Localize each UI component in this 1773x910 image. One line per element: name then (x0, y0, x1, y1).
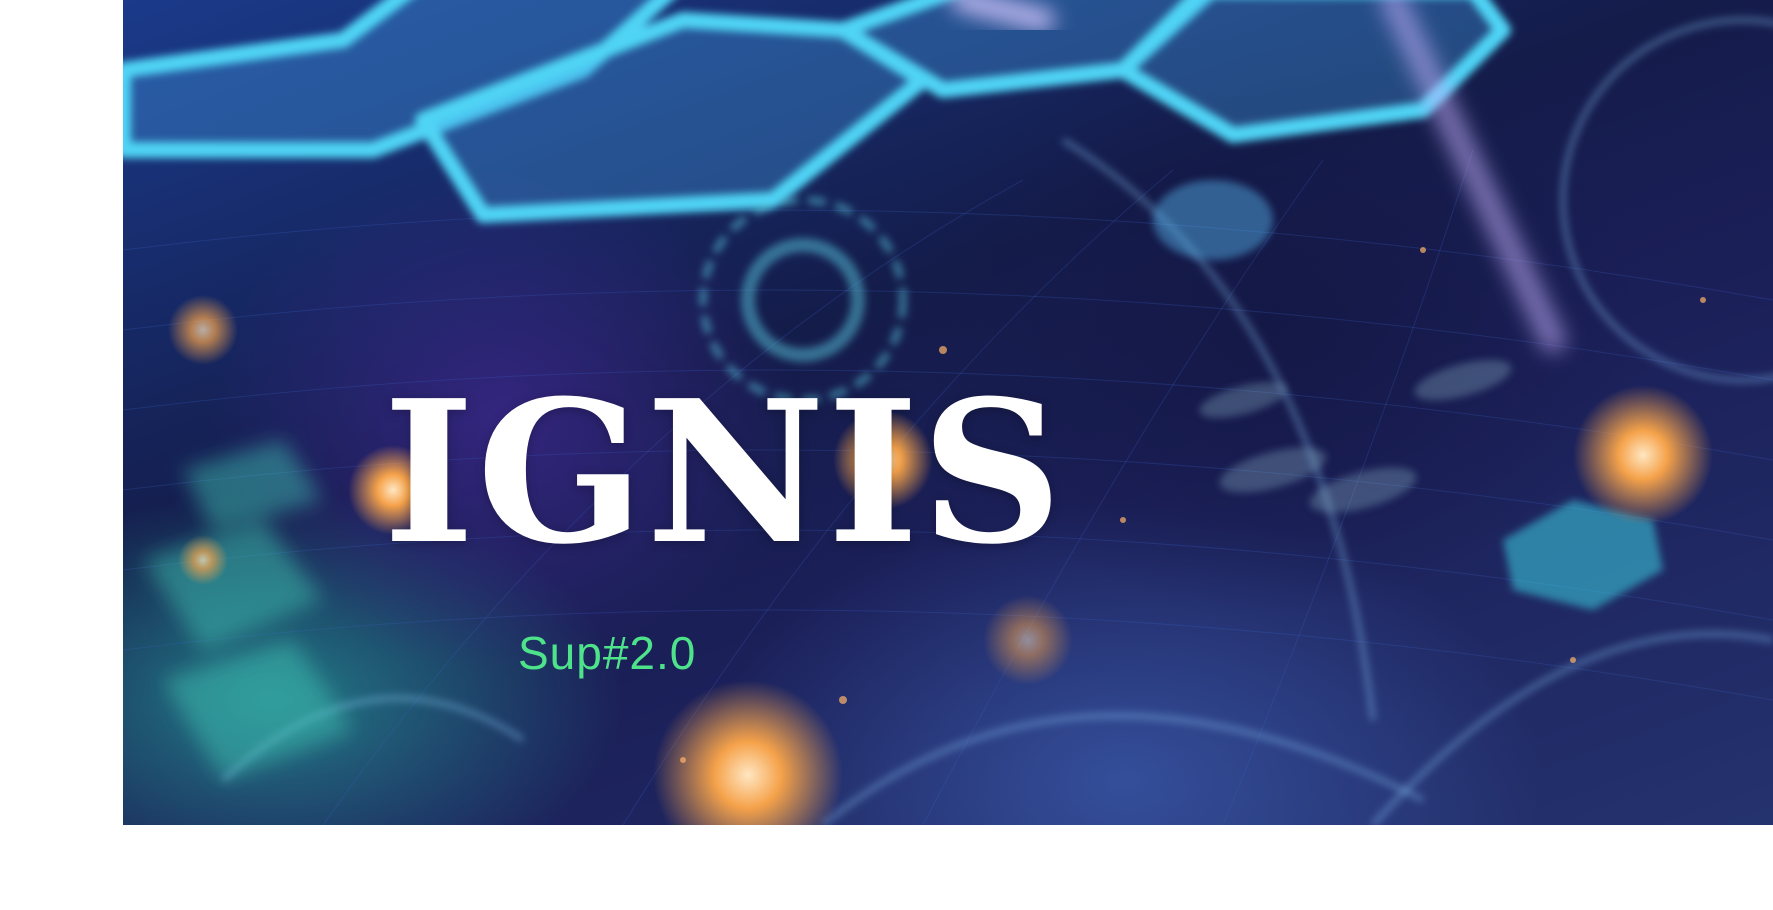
hero-banner: IGNIS Sup#2.0 (123, 0, 1773, 825)
tech-background-image (123, 0, 1773, 825)
app-title: IGNIS (383, 358, 1065, 588)
version-subtitle: Sup#2.0 (518, 627, 697, 679)
